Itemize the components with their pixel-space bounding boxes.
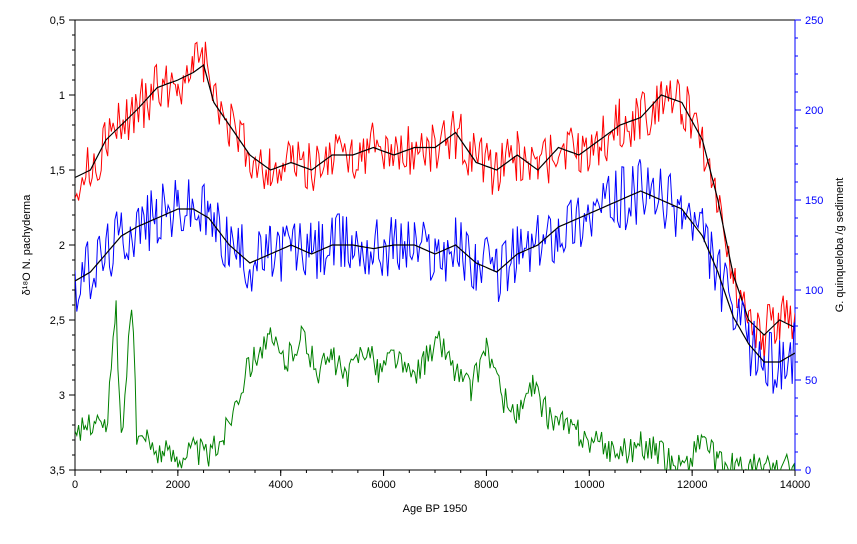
svg-text:4000: 4000 <box>268 479 292 491</box>
svg-text:50: 50 <box>805 375 817 387</box>
svg-text:10000: 10000 <box>574 479 605 491</box>
y-right-axis-label: G. quinqueloba /g sediment <box>834 178 846 313</box>
x-axis-label: Age BP 1950 <box>403 503 468 515</box>
svg-text:0: 0 <box>805 465 811 477</box>
svg-text:0: 0 <box>72 479 78 491</box>
svg-text:1: 1 <box>59 90 65 102</box>
time-series-chart: 02000400060008000100001200014000Age BP 1… <box>0 0 857 544</box>
svg-text:0,5: 0,5 <box>50 15 65 27</box>
svg-text:150: 150 <box>805 195 823 207</box>
svg-text:12000: 12000 <box>677 479 708 491</box>
svg-text:1,5: 1,5 <box>50 165 65 177</box>
svg-text:250: 250 <box>805 15 823 27</box>
svg-text:2: 2 <box>59 240 65 252</box>
svg-text:14000: 14000 <box>780 479 811 491</box>
svg-text:3: 3 <box>59 390 65 402</box>
svg-text:2,5: 2,5 <box>50 315 65 327</box>
svg-text:8000: 8000 <box>474 479 498 491</box>
y-left-axis-label: δ¹⁸O N. pachyderma <box>21 194 33 296</box>
svg-text:3,5: 3,5 <box>50 465 65 477</box>
svg-text:200: 200 <box>805 105 823 117</box>
chart-container: 02000400060008000100001200014000Age BP 1… <box>0 0 857 544</box>
svg-text:100: 100 <box>805 285 823 297</box>
svg-text:2000: 2000 <box>166 479 190 491</box>
svg-text:6000: 6000 <box>371 479 395 491</box>
